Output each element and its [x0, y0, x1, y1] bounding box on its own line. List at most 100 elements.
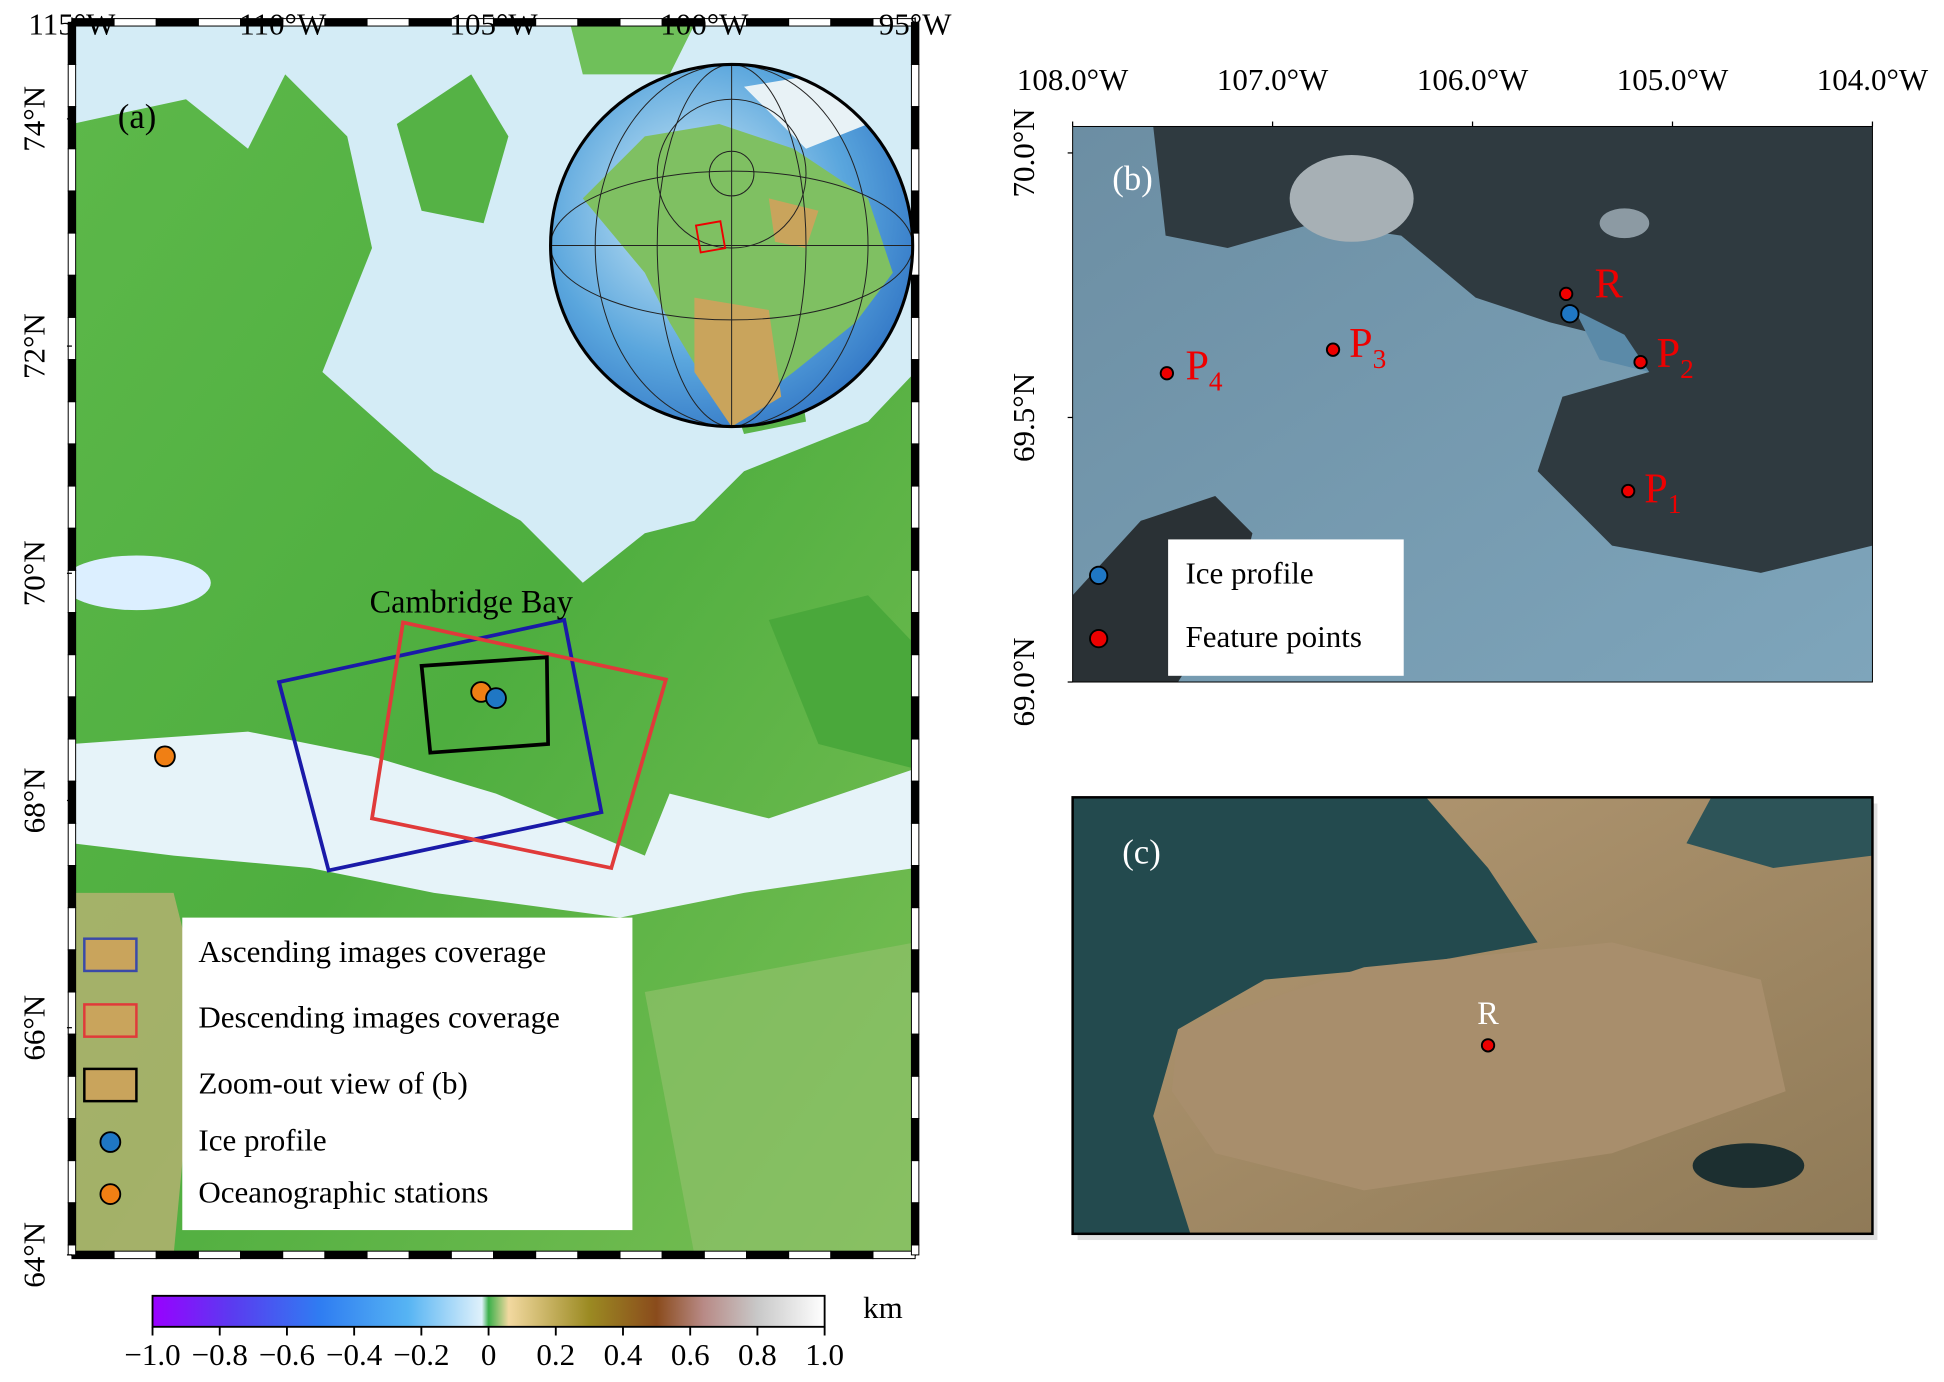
- zoom-box: [419, 655, 550, 755]
- point-name: P: [1349, 320, 1372, 367]
- frame-dash: [872, 1250, 916, 1260]
- photo: [1072, 797, 1873, 1234]
- frame-dash: [910, 106, 920, 150]
- frame-dash: [619, 1250, 663, 1260]
- colorbar-tick-label: 0.4: [604, 1337, 643, 1372]
- frame-dash: [910, 148, 920, 192]
- frame-dash: [67, 1244, 77, 1256]
- frame-dash: [910, 1075, 920, 1119]
- point-name: P: [1644, 465, 1667, 512]
- point-label: R: [1595, 260, 1624, 307]
- globe: [549, 62, 915, 429]
- lat-tick-label: 68°N: [16, 768, 51, 834]
- legend: Ice profile Feature points: [1089, 539, 1404, 676]
- frame-dash: [366, 18, 410, 27]
- frame-dash: [67, 443, 77, 487]
- frame-dash: [746, 18, 790, 27]
- lon-tick-label: 108.0°W: [1017, 62, 1129, 97]
- frame-dash: [67, 569, 77, 614]
- frame-dash: [155, 1250, 199, 1260]
- frame-dash: [910, 1033, 920, 1077]
- frame-dash: [408, 1250, 452, 1260]
- frame-dash: [910, 696, 920, 740]
- colorbar-tick-label: 1.0: [805, 1337, 844, 1372]
- frame-dash: [67, 822, 77, 867]
- place-label: Cambridge Bay: [370, 584, 573, 620]
- colorbar-unit: km: [863, 1290, 903, 1325]
- colorbar-tick-label: −0.4: [326, 1337, 383, 1372]
- frame-dash: [493, 1250, 537, 1260]
- lat-tick-label: 72°N: [16, 313, 51, 379]
- frame-dash: [910, 316, 920, 361]
- frame-dash: [910, 1160, 920, 1204]
- frame-dash: [788, 18, 832, 27]
- frame-dash: [910, 865, 920, 909]
- frame-dash: [577, 1250, 621, 1260]
- lat-tick-label: 70°N: [16, 540, 51, 606]
- frame-dash: [197, 18, 242, 27]
- frame-dash: [910, 569, 920, 614]
- lat-tick-label: 70.0°N: [1006, 108, 1041, 197]
- legend-text: Descending images coverage: [198, 1000, 560, 1035]
- frame-dash: [450, 1250, 495, 1260]
- frame-dash: [67, 1033, 77, 1077]
- frame-dash: [910, 822, 920, 867]
- point-label: P3: [1349, 320, 1386, 374]
- point-name: P: [1185, 342, 1208, 389]
- frame-dash: [67, 232, 77, 276]
- point-sub: 2: [1680, 354, 1694, 384]
- frame-dashes: [67, 18, 920, 1260]
- frame-dash: [366, 1250, 410, 1260]
- frame-dash: [324, 18, 368, 27]
- frame-dash: [113, 1250, 157, 1260]
- legend-text: Ice profile: [198, 1122, 326, 1157]
- frame-dash: [67, 63, 77, 108]
- legend-text: Ice profile: [1185, 556, 1313, 591]
- lon-tick-label: 100°W: [660, 6, 749, 41]
- frame-dash: [324, 1250, 368, 1260]
- panel-label: (c): [1122, 833, 1161, 872]
- point-sub: 1: [1668, 489, 1682, 519]
- frame-dash: [910, 949, 920, 993]
- legend-text: Oceanographic stations: [198, 1174, 488, 1209]
- frame-dash: [408, 18, 452, 27]
- lon-tick-label: 106.0°W: [1417, 62, 1529, 97]
- frame-dash: [67, 654, 77, 698]
- frame-dash: [910, 527, 920, 571]
- legend-text: Feature points: [1185, 619, 1362, 654]
- point-sub: 3: [1373, 344, 1387, 374]
- frame-dash: [661, 1250, 705, 1260]
- frame-dash: [910, 612, 920, 656]
- panel-label: (b): [1112, 159, 1152, 198]
- frame-dash: [910, 485, 920, 529]
- lat-tick-label: 64°N: [16, 1222, 51, 1288]
- frame-dash: [67, 1202, 77, 1246]
- frame-dash: [67, 696, 77, 740]
- frame-dash: [67, 780, 77, 824]
- ice-profile-marker: [485, 687, 507, 709]
- legend-text: Zoom-out view of (b): [198, 1065, 467, 1100]
- frame-dash: [535, 18, 579, 27]
- frame-dash: [577, 18, 621, 27]
- frame-dash: [67, 316, 77, 361]
- frame-dash: [703, 1250, 747, 1260]
- frame-dash: [67, 1075, 77, 1119]
- frame-dash: [67, 274, 77, 318]
- frame-dash: [910, 401, 920, 445]
- lon-tick-label: 105.0°W: [1617, 62, 1729, 97]
- lat-tick-label: 69.0°N: [1006, 637, 1041, 726]
- frame-dash: [910, 738, 920, 782]
- colorbar-tick-label: 0.2: [536, 1337, 575, 1372]
- frame-dash: [788, 1250, 832, 1260]
- point-name: P: [1657, 330, 1680, 377]
- frame-dash: [67, 612, 77, 656]
- frame-dash: [910, 654, 920, 698]
- ascending-coverage: [276, 617, 604, 873]
- frame-dash: [113, 18, 157, 27]
- frame-dash: [67, 907, 77, 951]
- frame-dash: [910, 1244, 920, 1256]
- colorbar-tick-label: −0.6: [259, 1337, 315, 1372]
- frame-dash: [67, 949, 77, 993]
- frame-dash: [67, 148, 77, 192]
